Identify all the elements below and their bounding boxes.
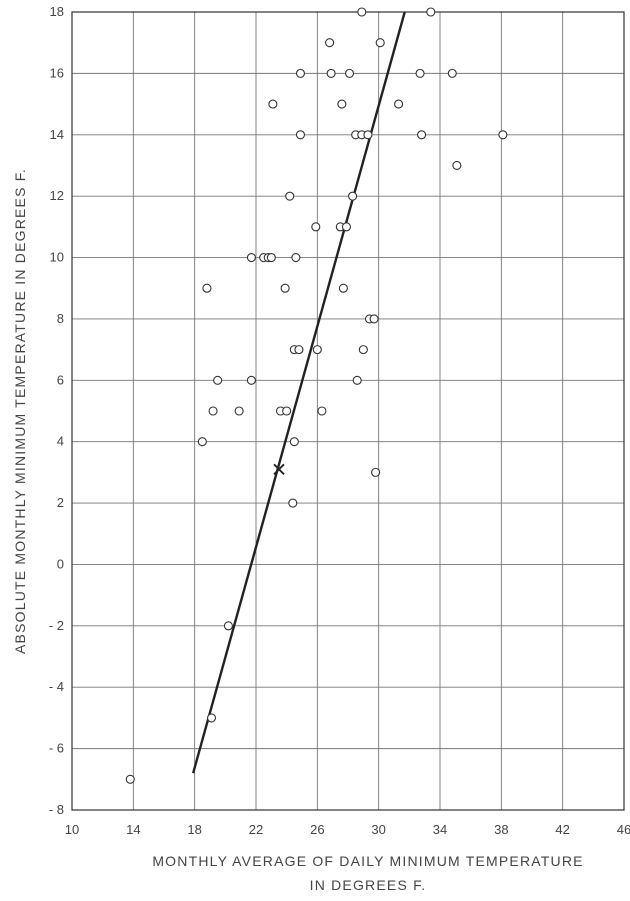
data-point <box>291 252 301 263</box>
data-point <box>295 130 306 140</box>
x-tick-label: 42 <box>555 822 569 837</box>
y-tick-labels: - 8 - 6 - 4 - 2 0 2 4 6 8 10 12 14 16 18 <box>49 4 64 817</box>
data-point <box>337 99 347 109</box>
x-tick-label: 18 <box>187 822 201 837</box>
data-point <box>208 406 218 416</box>
data-point <box>371 467 381 477</box>
data-point <box>415 68 425 78</box>
x-tick-label: 46 <box>617 822 630 837</box>
data-point <box>246 375 256 385</box>
y-tick-label: 0 <box>57 556 64 571</box>
data-point <box>447 68 457 78</box>
y-tick-label: 12 <box>50 188 64 203</box>
data-point <box>288 498 298 508</box>
y-tick-label: 6 <box>57 372 64 387</box>
y-tick-label: 18 <box>50 4 64 19</box>
y-tick-label: - 2 <box>49 618 64 633</box>
data-points <box>125 7 508 784</box>
data-point <box>317 406 327 416</box>
x-tick-label: 22 <box>249 822 263 837</box>
y-tick-label: 4 <box>57 434 64 449</box>
data-point <box>312 345 322 355</box>
data-point <box>394 99 404 109</box>
y-tick-label: 14 <box>50 127 64 142</box>
data-point <box>326 68 336 78</box>
data-point <box>295 68 306 78</box>
data-point <box>344 68 355 78</box>
y-tick-label: 2 <box>57 495 64 510</box>
x-tick-label: 38 <box>494 822 508 837</box>
data-point <box>426 7 436 17</box>
data-point <box>369 314 379 324</box>
y-tick-label: 10 <box>50 250 64 265</box>
data-point <box>223 621 233 631</box>
data-point <box>213 375 223 385</box>
data-point <box>202 283 212 293</box>
data-point <box>341 222 352 232</box>
data-point <box>282 406 292 416</box>
x-tick-label: 14 <box>126 822 140 837</box>
x-tick-label: 30 <box>371 822 385 837</box>
data-point <box>358 345 368 355</box>
data-point <box>268 99 278 109</box>
x-axis-title-line-1: MONTHLY AVERAGE OF DAILY MINIMUM TEMPERA… <box>152 853 583 869</box>
y-tick-label: - 8 <box>49 802 64 817</box>
data-point <box>294 345 304 355</box>
data-point <box>311 222 321 232</box>
y-axis-title: ABSOLUTE MONTHLY MINIMUM TEMPERATURE IN … <box>12 168 28 654</box>
grid <box>71 11 625 811</box>
x-axis-title-line-2: IN DEGREES F. <box>310 877 427 893</box>
data-point <box>357 7 367 17</box>
data-point <box>452 160 462 171</box>
data-point <box>375 38 385 48</box>
data-point <box>352 375 362 385</box>
x-tick-label: 10 <box>65 822 79 837</box>
trend-line <box>191 11 406 774</box>
data-point <box>234 406 244 416</box>
data-point <box>417 130 427 140</box>
data-point <box>246 252 256 263</box>
data-point <box>206 713 217 723</box>
x-tick-labels: 10 14 18 22 26 30 34 38 42 46 <box>65 822 630 837</box>
data-point <box>348 191 358 201</box>
plot-frame <box>71 11 625 811</box>
x-tick-label: 26 <box>310 822 324 837</box>
data-point <box>498 130 508 140</box>
data-point <box>289 437 299 447</box>
y-tick-label: 16 <box>50 65 64 80</box>
x-tick-label: 34 <box>433 822 447 837</box>
y-tick-label: - 6 <box>49 741 64 756</box>
data-point <box>338 283 348 293</box>
data-point <box>125 774 135 784</box>
data-point <box>363 130 373 140</box>
data-point <box>325 38 335 48</box>
data-point <box>266 252 276 263</box>
y-tick-label: 8 <box>57 311 64 326</box>
x-marker-point <box>273 463 285 475</box>
y-tick-label: - 4 <box>49 679 64 694</box>
data-point <box>285 191 295 201</box>
data-point <box>280 283 290 293</box>
data-point <box>197 437 207 447</box>
